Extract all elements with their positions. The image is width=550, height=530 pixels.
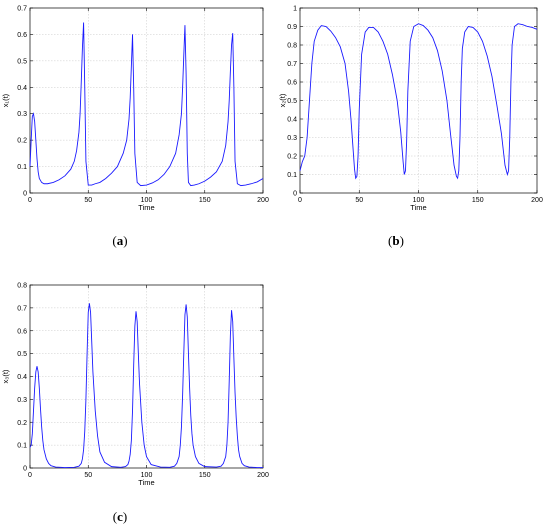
y-tick-label: 0.7 (287, 61, 297, 68)
series-line-b (299, 23, 538, 180)
y-tick-label: 0.3 (17, 111, 27, 118)
y-tick-label: 0.3 (287, 135, 297, 142)
panel-label: (a) (112, 233, 127, 248)
y-tick-label: 0.7 (17, 305, 27, 312)
panel-label: (c) (113, 509, 127, 524)
y-tick-label: 0.1 (17, 443, 27, 450)
y-tick-label: 0.5 (17, 58, 27, 65)
y-tick-label: 0 (293, 191, 297, 198)
y-tick-label: 0.1 (287, 172, 297, 179)
y-tick-label: 0.9 (287, 24, 297, 31)
y-tick-label: 0.5 (287, 98, 297, 105)
x-tick-label: 50 (84, 197, 92, 204)
x-tick-label: 200 (257, 197, 269, 204)
y-tick-label: 0.2 (17, 138, 27, 145)
y-tick-label: 0.6 (287, 80, 297, 87)
y-axis-label: x₁(t) (1, 93, 10, 107)
y-axis-label: x₃(t) (1, 369, 10, 383)
x-tick-label: 150 (199, 197, 211, 204)
y-tick-label: 0.4 (287, 117, 297, 124)
x-tick-label: 50 (84, 472, 92, 479)
y-tick-label: 0.6 (17, 32, 27, 39)
y-tick-label: 0 (23, 466, 27, 473)
chart-panel-b: 0 50 100 150 200 0 0.1 0.2 0.3 0.4 0.5 0.6 0.7 0.8 0.9… (278, 6, 543, 249)
x-axis-label: Time (410, 203, 426, 212)
x-tick-label: 100 (141, 472, 153, 479)
chart-panel-a: 0 50 100 150 200 0 0.1 0.2 0.3 0.4 0.5 0.6 0.7 Time x₁… (1, 6, 269, 249)
y-tick-label: 0.8 (287, 43, 297, 50)
x-tick-label: 0 (298, 197, 302, 204)
y-tick-label: 0.2 (287, 154, 297, 161)
y-axis-label: x₂(t) (278, 93, 287, 107)
y-tick-label: 0.5 (17, 351, 27, 358)
y-tick-label: 0.4 (17, 85, 27, 92)
y-tick-label: 0.6 (17, 328, 27, 335)
y-tick-label: 0.2 (17, 420, 27, 427)
y-tick-label: 0.8 (17, 283, 27, 290)
x-axis-label: Time (138, 478, 154, 487)
x-tick-label: 150 (472, 197, 484, 204)
x-tick-label: 200 (531, 197, 543, 204)
x-tick-label: 0 (28, 197, 32, 204)
x-tick-label: 0 (28, 472, 32, 479)
y-tick-label: 0.7 (17, 6, 27, 13)
chart-panel-c: 0 50 100 150 200 0 0.1 0.2 0.3 0.4 0.5 0.6 0.7 0.8 Tim… (1, 283, 269, 525)
x-tick-label: 100 (141, 197, 153, 204)
y-tick-label: 0.4 (17, 374, 27, 381)
x-tick-label: 150 (199, 472, 211, 479)
x-axis-label: Time (138, 203, 154, 212)
y-tick-label: 0.1 (17, 164, 27, 171)
panel-label: (b) (388, 233, 404, 248)
series-line-a (29, 22, 264, 187)
series-line-c (29, 303, 263, 468)
x-tick-label: 200 (257, 472, 269, 479)
y-tick-label: 0 (23, 191, 27, 198)
x-tick-label: 50 (355, 197, 363, 204)
x-tick-label: 100 (413, 197, 425, 204)
y-tick-label: 1 (293, 6, 297, 13)
y-tick-label: 0.3 (17, 397, 27, 404)
